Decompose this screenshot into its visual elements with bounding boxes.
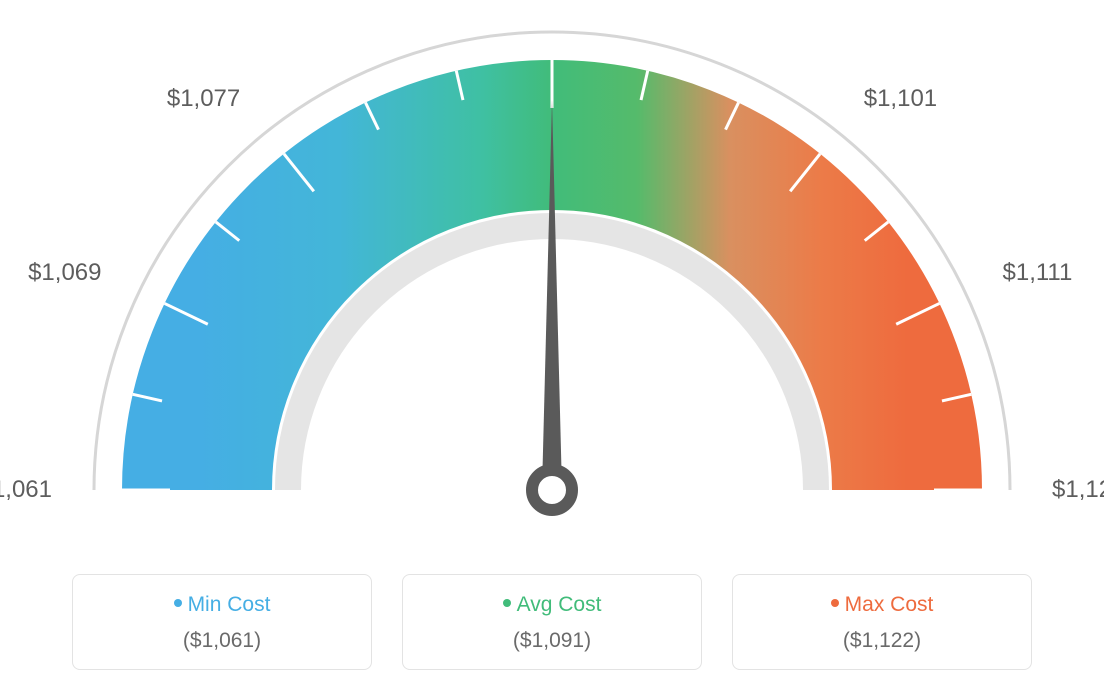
legend-title-text: Avg Cost [517, 593, 602, 616]
gauge-tick-label: $1,091 [515, 0, 588, 4]
gauge-tick-label: $1,077 [167, 85, 240, 113]
gauge-needle-hub [532, 470, 572, 510]
legend-card: Max Cost ($1,122) [732, 574, 1032, 670]
gauge-tick-label: $1,061 [0, 476, 52, 504]
legend-title-text: Max Cost [845, 593, 934, 616]
legend-value: ($1,091) [413, 629, 691, 653]
legend-dot-icon [503, 599, 511, 607]
gauge-tick-label: $1,122 [1052, 476, 1104, 504]
legend-value: ($1,061) [83, 629, 361, 653]
legend-row: Min Cost ($1,061) Avg Cost ($1,091) Max Cost… [0, 574, 1104, 670]
legend-card: Avg Cost ($1,091) [402, 574, 702, 670]
legend-title-text: Min Cost [188, 593, 271, 616]
gauge-tick-label: $1,069 [28, 259, 101, 287]
legend-dot-icon [831, 599, 839, 607]
legend-title: Max Cost [743, 593, 1021, 617]
legend-value: ($1,122) [743, 629, 1021, 653]
gauge-tick-label: $1,111 [1003, 259, 1073, 287]
gauge-svg [0, 0, 1104, 560]
gauge-tick-label: $1,101 [864, 85, 937, 113]
legend-title: Min Cost [83, 593, 361, 617]
legend-title: Avg Cost [413, 593, 691, 617]
legend-dot-icon [174, 599, 182, 607]
legend-card: Min Cost ($1,061) [72, 574, 372, 670]
gauge-chart: $1,061 $1,069 $1,077 $1,091 $1,101 $1,111 $1,1… [0, 0, 1104, 560]
